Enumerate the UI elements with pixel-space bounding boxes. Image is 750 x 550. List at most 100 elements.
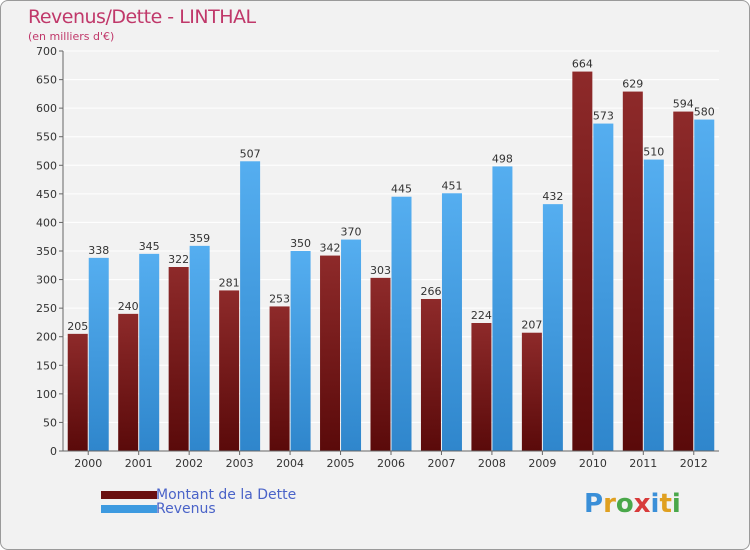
y-tick-label: 350 <box>36 245 57 258</box>
bar-debt <box>269 306 290 451</box>
x-tick-label: 2006 <box>377 457 405 470</box>
data-label-debt: 207 <box>521 319 542 332</box>
y-tick-label: 500 <box>36 159 57 172</box>
bar-revenus <box>694 119 715 452</box>
x-tick-label: 2009 <box>528 457 556 470</box>
y-tick-label: 200 <box>36 331 57 344</box>
data-label-debt: 629 <box>622 78 643 91</box>
data-label-debt: 281 <box>219 276 240 289</box>
bar-debt <box>168 267 189 451</box>
bar-debt <box>67 333 88 451</box>
bar-debt <box>673 111 694 452</box>
y-tick-label: 650 <box>36 74 57 87</box>
data-label-debt: 664 <box>572 58 593 71</box>
legend-swatch-debt <box>101 491 157 499</box>
x-tick-label: 2007 <box>427 457 455 470</box>
bar-debt <box>219 290 240 451</box>
bar-revenus <box>492 166 513 451</box>
bar-debt <box>118 313 139 451</box>
bar-revenus <box>240 161 261 452</box>
bar-revenus <box>139 253 160 451</box>
x-tick-label: 2002 <box>175 457 203 470</box>
axis-layer: 0 50 100 150 200 250 300 350 400 450 500 550 600 650 7… <box>36 45 719 470</box>
x-tick-label: 2004 <box>276 457 304 470</box>
data-label-debt: 342 <box>320 242 341 255</box>
chart-subtitle: (en milliers d'€) <box>28 30 115 43</box>
y-tick-label: 150 <box>36 359 57 372</box>
bars-layer <box>67 71 715 452</box>
bar-debt <box>420 299 441 451</box>
data-label-revenus: 445 <box>391 183 412 196</box>
bar-debt <box>572 71 593 452</box>
bar-debt <box>471 323 492 451</box>
data-label-revenus: 580 <box>694 106 715 119</box>
data-label-debt: 303 <box>370 264 391 277</box>
data-label-revenus: 370 <box>341 226 362 239</box>
bar-debt <box>622 91 643 452</box>
x-tick-label: 2001 <box>125 457 153 470</box>
logo-letter: i <box>671 489 681 519</box>
data-label-revenus: 510 <box>643 146 664 159</box>
x-tick-label: 2000 <box>74 457 102 470</box>
data-label-debt: 205 <box>67 320 88 333</box>
data-label-debt: 322 <box>168 253 189 266</box>
x-tick-label: 2012 <box>680 457 708 470</box>
logo-letter: i <box>650 489 660 519</box>
data-label-debt: 594 <box>673 98 694 111</box>
bar-revenus <box>88 257 109 451</box>
y-tick-label: 100 <box>36 388 57 401</box>
bar-revenus <box>341 239 362 451</box>
bar-revenus <box>391 196 412 451</box>
x-tick-label: 2005 <box>327 457 355 470</box>
y-tick-label: 550 <box>36 131 57 144</box>
data-label-revenus: 350 <box>290 237 311 250</box>
data-label-revenus: 573 <box>593 110 614 123</box>
legend-item-revenus: Revenus <box>101 501 216 517</box>
y-tick-label: 300 <box>36 274 57 287</box>
x-tick-label: 2010 <box>579 457 607 470</box>
y-tick-label: 400 <box>36 216 57 229</box>
x-tick-label: 2011 <box>629 457 657 470</box>
data-label-revenus: 432 <box>542 190 563 203</box>
data-label-revenus: 451 <box>441 179 462 192</box>
data-label-debt: 253 <box>269 292 290 305</box>
legend-item-debt: Montant de la Dette <box>101 487 296 503</box>
bar-revenus <box>441 193 462 452</box>
bar-debt <box>370 277 391 451</box>
data-label-debt: 240 <box>118 300 139 313</box>
data-label-revenus: 345 <box>139 240 160 253</box>
data-label-debt: 266 <box>420 285 441 298</box>
y-tick-label: 50 <box>43 416 57 429</box>
logo-letter: r <box>603 489 616 519</box>
legend-label-debt: Montant de la Dette <box>156 487 297 503</box>
data-label-revenus: 498 <box>492 152 513 165</box>
logo-letter: P <box>584 489 604 519</box>
bar-revenus <box>593 123 614 452</box>
bar-revenus <box>290 251 311 451</box>
bar-debt <box>521 332 542 451</box>
bar-revenus <box>189 245 210 451</box>
chart-title: Revenus/Dette - LINTHAL <box>28 6 256 28</box>
x-tick-label: 2008 <box>478 457 506 470</box>
x-tick-label: 2003 <box>226 457 254 470</box>
y-tick-label: 0 <box>50 445 57 458</box>
data-label-revenus: 359 <box>189 232 210 245</box>
data-label-debt: 224 <box>471 309 492 322</box>
legend-swatch-revenus <box>101 505 157 513</box>
bar-revenus <box>643 159 664 452</box>
logo-letter: t <box>659 489 672 519</box>
data-label-revenus: 338 <box>88 244 109 257</box>
y-tick-label: 700 <box>36 45 57 58</box>
y-tick-label: 600 <box>36 102 57 115</box>
logo-letter: x <box>633 489 651 519</box>
data-label-revenus: 507 <box>240 147 261 160</box>
legend-label-revenus: Revenus <box>156 501 216 517</box>
y-tick-label: 250 <box>36 302 57 315</box>
bar-debt <box>320 255 341 451</box>
bar-revenus <box>542 204 563 451</box>
y-tick-label: 450 <box>36 188 57 201</box>
logo-letter: o <box>615 489 634 519</box>
